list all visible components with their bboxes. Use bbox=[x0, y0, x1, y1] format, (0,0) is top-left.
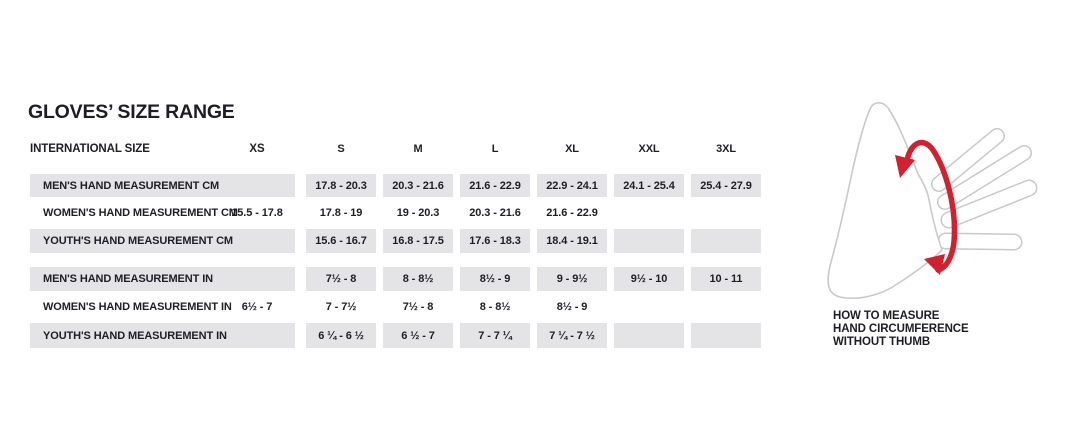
size-value-cell: 8½ - 9 bbox=[556, 301, 588, 313]
table-row-womens-in: WOMEN'S HAND MEASUREMENT IN 6½ - 7 7 - 7… bbox=[30, 291, 766, 323]
size-value-cell: 21.6 - 22.9 bbox=[460, 174, 530, 197]
size-value-cell: 22.9 - 24.1 bbox=[537, 174, 607, 197]
table-row-youths-cm: YOUTH'S HAND MEASUREMENT CM 15.6 - 16.7 … bbox=[30, 229, 766, 253]
size-value-cell: 17.8 - 20.3 bbox=[306, 174, 376, 197]
size-value-cell: 10 - 11 bbox=[691, 267, 761, 291]
row-label-mens-cm: MEN'S HAND MEASUREMENT CM bbox=[30, 174, 295, 197]
size-value-cell-empty bbox=[691, 229, 761, 253]
size-value-cell-empty bbox=[691, 323, 761, 348]
size-value-cell: 9 - 9½ bbox=[537, 267, 607, 291]
size-value-cell: 6 ¼ - 6 ½ bbox=[306, 323, 376, 348]
size-column-header-m: M bbox=[413, 143, 423, 155]
size-value-cell: 19 - 20.3 bbox=[396, 207, 440, 219]
size-value-cell: 20.3 - 21.6 bbox=[383, 174, 453, 197]
size-column-header-xxl: XXL bbox=[638, 143, 660, 155]
size-column-header-3xl: 3XL bbox=[716, 143, 736, 155]
size-value-cell-empty bbox=[614, 323, 684, 348]
row-label-womens-cm: WOMEN'S HAND MEASUREMENT CM bbox=[43, 207, 238, 219]
size-value-cell: 24.1 - 25.4 bbox=[614, 174, 684, 197]
caption-line-3: WITHOUT THUMB bbox=[833, 336, 931, 348]
size-value-cell: 6 ½ - 7 bbox=[383, 323, 453, 348]
finger-outlines bbox=[931, 128, 1038, 251]
size-value-cell: 7 ¼ - 7 ½ bbox=[537, 323, 607, 348]
international-size-header: INTERNATIONAL SIZE bbox=[30, 143, 150, 155]
table-row-womens-cm: WOMEN'S HAND MEASUREMENT CM 15.5 - 17.8 … bbox=[30, 197, 766, 229]
size-value-cell: 8½ - 9 bbox=[460, 267, 530, 291]
table-row-mens-in: MEN'S HAND MEASUREMENT IN 7½ - 8 8 - 8½ … bbox=[30, 267, 766, 291]
table-header-row: INTERNATIONAL SIZE XS S M L XL XXL 3XL bbox=[30, 141, 766, 157]
measure-arrow bbox=[895, 139, 958, 275]
size-value-cell: 8 - 8½ bbox=[383, 267, 453, 291]
row-label-mens-in: MEN'S HAND MEASUREMENT IN bbox=[30, 267, 295, 291]
size-value-cell: 7½ - 8 bbox=[402, 301, 434, 313]
table-row-youths-in: YOUTH'S HAND MEASUREMENT IN 6 ¼ - 6 ½ 6 … bbox=[30, 323, 766, 348]
size-column-header-xs: XS bbox=[249, 143, 265, 155]
page-title: GLOVES’ SIZE RANGE bbox=[28, 101, 235, 123]
size-value-cell: 8 - 8½ bbox=[479, 301, 511, 313]
arrowhead-top-icon bbox=[895, 155, 915, 178]
size-column-header-l: L bbox=[491, 143, 499, 155]
size-value-cell: 7 - 7 ¼ bbox=[460, 323, 530, 348]
size-value-cell: 17.8 - 19 bbox=[319, 207, 363, 219]
hand-measure-diagram bbox=[827, 102, 1038, 300]
row-label-youths-cm: YOUTH'S HAND MEASUREMENT CM bbox=[30, 229, 295, 253]
measure-caption: HOW TO MEASURE HAND CIRCUMFERENCE WITHOU… bbox=[833, 310, 969, 349]
size-value-cell: 21.6 - 22.9 bbox=[546, 207, 598, 219]
caption-line-2: HAND CIRCUMFERENCE bbox=[833, 323, 969, 335]
size-value-cell: 18.4 - 19.1 bbox=[537, 229, 607, 253]
size-value-cell: 7½ - 8 bbox=[306, 267, 376, 291]
palm-thumb-outline bbox=[827, 102, 943, 300]
size-value-cell: 25.4 - 27.9 bbox=[691, 174, 761, 197]
size-column-header-xl: XL bbox=[565, 143, 579, 155]
size-value-cell: 9½ - 10 bbox=[614, 267, 684, 291]
hand-illustration bbox=[812, 96, 1052, 308]
size-column-header-s: S bbox=[337, 143, 345, 155]
size-value-cell: 15.6 - 16.7 bbox=[306, 229, 376, 253]
size-value-cell: 17.6 - 18.3 bbox=[460, 229, 530, 253]
size-value-cell-empty bbox=[614, 229, 684, 253]
size-value-cell: 20.3 - 21.6 bbox=[469, 207, 521, 219]
size-value-cell-xs: 6½ - 7 bbox=[241, 301, 273, 313]
row-label-youths-in: YOUTH'S HAND MEASUREMENT IN bbox=[30, 323, 295, 348]
caption-line-1: HOW TO MEASURE bbox=[833, 310, 940, 322]
size-value-cell: 16.8 - 17.5 bbox=[383, 229, 453, 253]
size-value-cell: 7 - 7½ bbox=[325, 301, 357, 313]
arrowhead-bottom-icon bbox=[924, 254, 945, 275]
row-label-womens-in: WOMEN'S HAND MEASUREMENT IN bbox=[43, 301, 232, 313]
size-value-cell-xs: 15.5 - 17.8 bbox=[231, 207, 283, 219]
table-row-mens-cm: MEN'S HAND MEASUREMENT CM 17.8 - 20.3 20… bbox=[30, 174, 766, 197]
